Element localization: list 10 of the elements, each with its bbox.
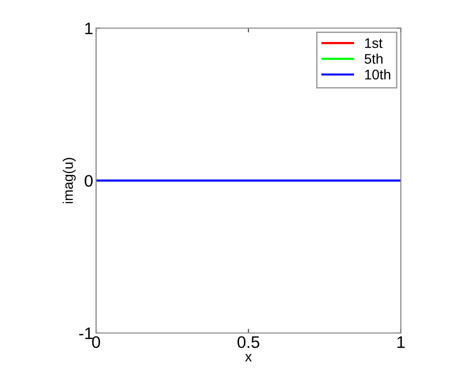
y-tick-label: -1: [79, 328, 92, 340]
x-tick-label: 1: [397, 336, 405, 348]
y-axis-title: imag(u): [62, 158, 76, 204]
y-tick-label: 0: [84, 174, 93, 187]
legend-label: 10th: [365, 69, 390, 80]
x-axis-title: x: [245, 354, 252, 362]
legend-label: 5th: [364, 54, 382, 64]
legend-label: 1st: [365, 38, 382, 48]
x-tick-label: 0.5: [238, 336, 260, 348]
y-tick-label: 1: [85, 22, 92, 34]
